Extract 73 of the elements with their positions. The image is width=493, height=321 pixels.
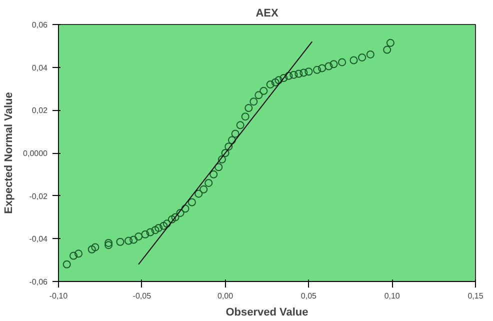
point [284,72,293,80]
point [168,215,176,224]
point [221,149,230,157]
point [188,198,196,206]
y-tick-label: 0,02 [32,106,48,116]
point [271,78,280,86]
point [162,220,171,228]
point [218,155,226,164]
point [214,163,223,172]
point [236,121,244,130]
point [204,178,213,187]
point [228,136,236,144]
point [160,222,168,230]
point [134,232,143,241]
point [250,98,258,106]
point [176,208,184,217]
point [104,238,113,247]
point [91,243,100,252]
point [171,213,180,222]
point [241,112,250,121]
point [274,76,283,84]
point [200,185,208,194]
point [254,91,263,100]
x-tick-label: 0,15 [468,292,484,300]
point [124,236,133,245]
point [338,58,346,66]
point [386,38,394,47]
chart-title: AEX [256,8,279,20]
point [350,56,358,64]
x-tick-label: -0,10 [49,292,68,300]
x-tick-label: 0,05 [300,292,318,300]
point [88,245,96,254]
point [154,224,163,232]
point [146,228,154,236]
y-axis-title: Expected Normal Value [3,92,16,214]
point [290,70,298,79]
x-axis-title: Observed Value [226,306,308,318]
x-tick-label: 0,10 [384,292,400,300]
y-tick-label: 0,0000 [23,149,48,158]
point [224,142,233,151]
point [330,60,338,68]
point [294,70,303,78]
point [70,252,78,260]
point [300,68,308,77]
y-tick-label: -0,02 [29,192,48,201]
point [358,53,366,62]
point [383,46,392,54]
point [266,80,274,88]
point [313,66,322,74]
x-tick-label: 0,00 [218,292,234,300]
point [130,236,138,244]
x-tick-label: -0,05 [132,292,152,300]
point [366,50,374,58]
y-tick-label: -0,04 [29,234,48,244]
point [181,204,190,213]
point [104,241,113,250]
point [231,130,240,138]
point [280,74,288,82]
y-tick-label: 0,04 [32,63,48,72]
point [304,68,313,76]
point [141,230,150,238]
point [194,190,203,198]
y-tick-label: 0,06 [32,20,48,30]
point [62,260,71,268]
point [324,62,333,70]
point [116,238,124,246]
point [260,86,268,95]
point [244,104,253,112]
point [151,226,160,234]
point [318,64,326,72]
y-tick-label: -0,06 [29,278,48,286]
point [210,170,218,178]
point [74,250,83,258]
